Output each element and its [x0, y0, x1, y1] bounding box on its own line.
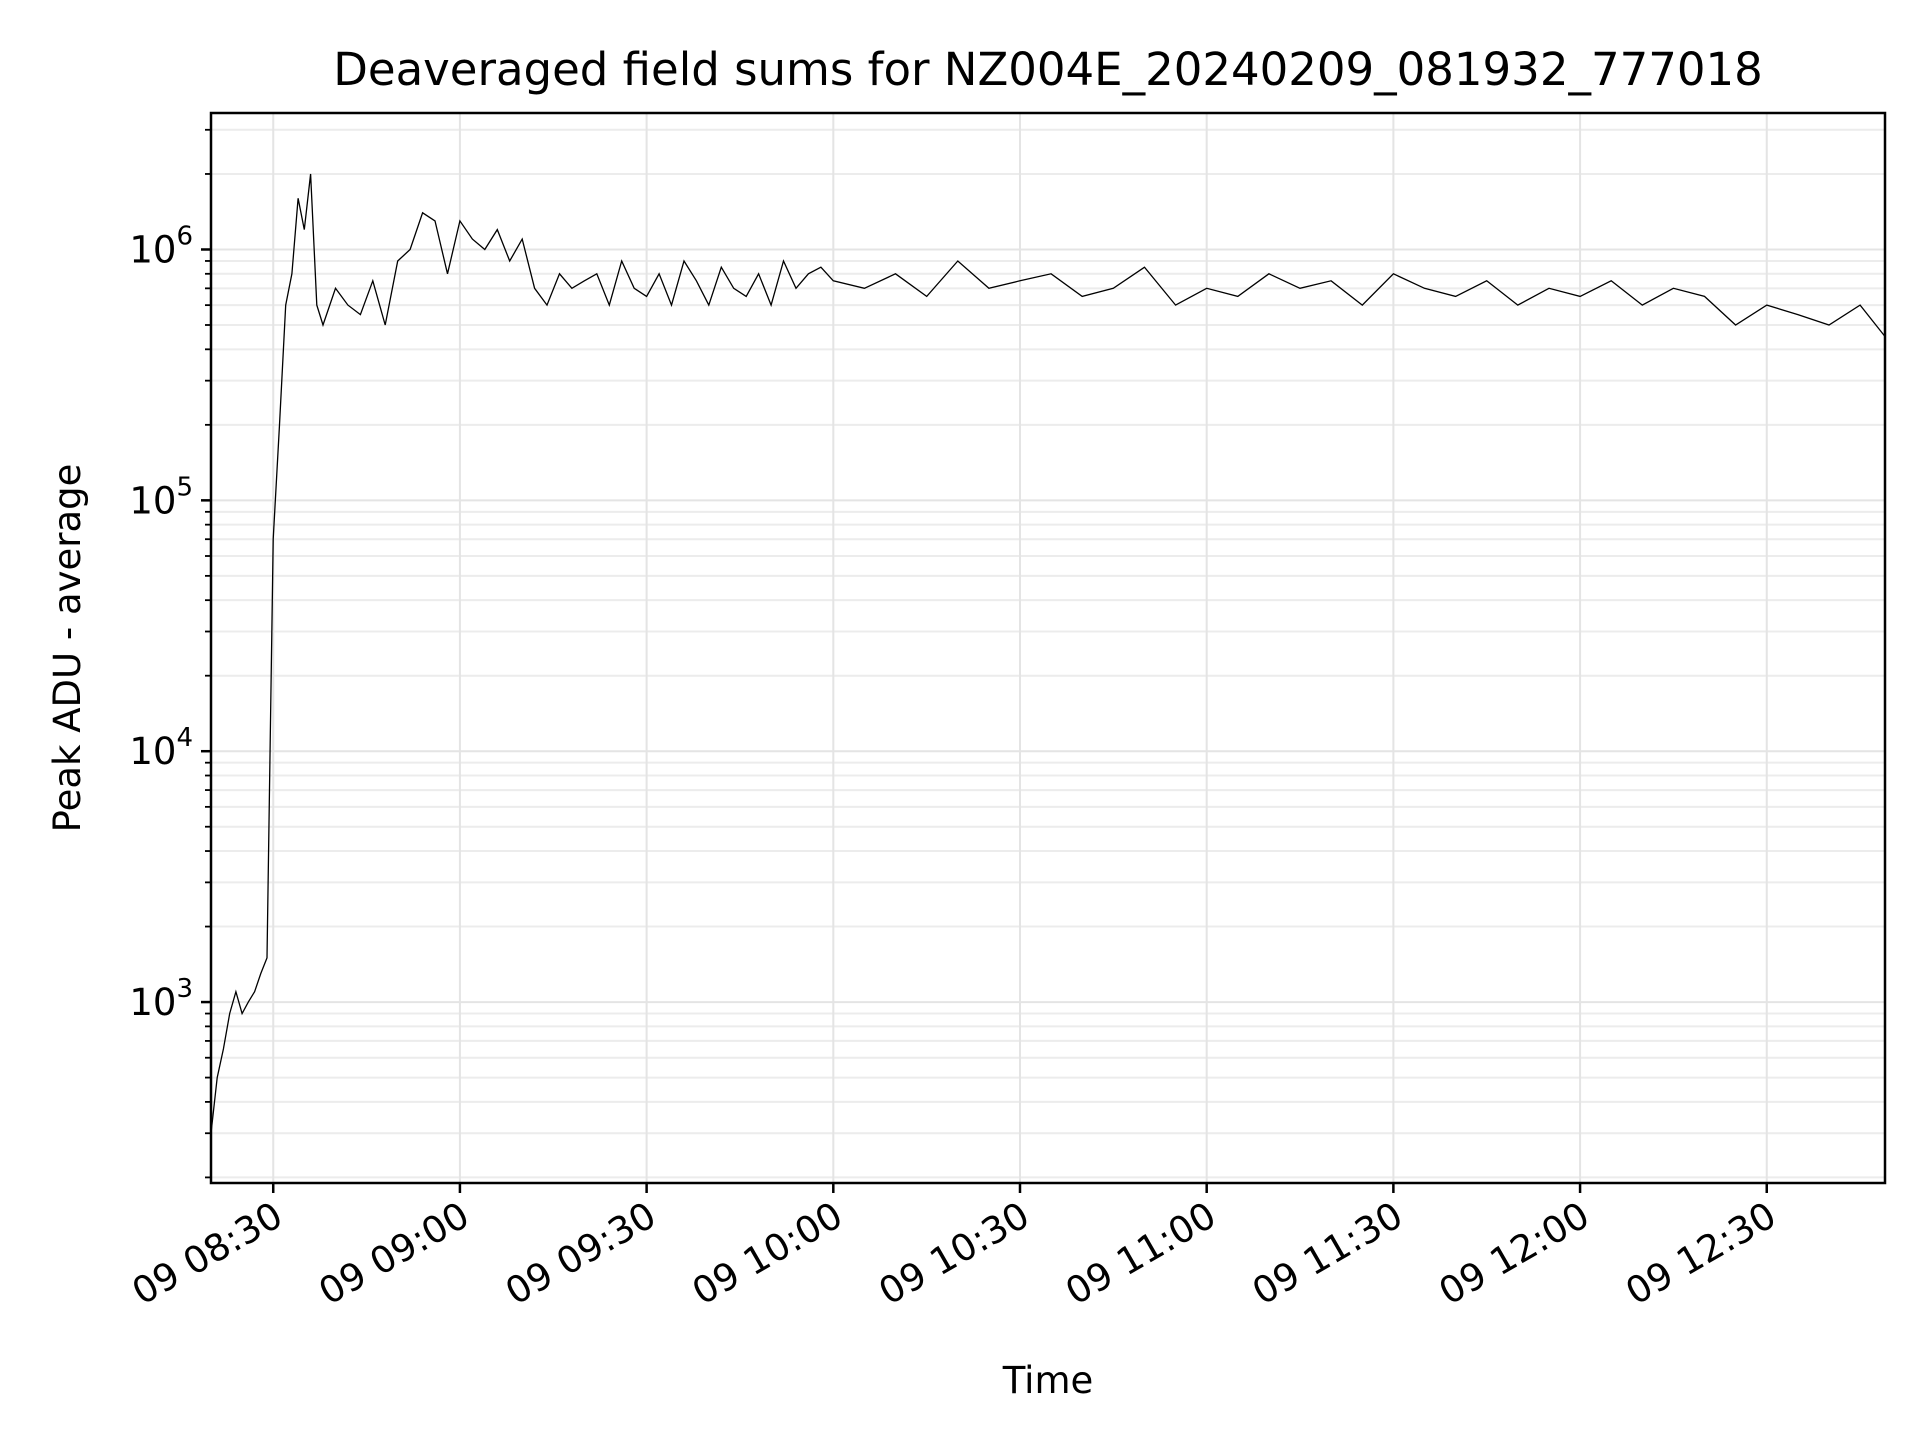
grid	[211, 113, 1885, 1183]
x-axis-label: Time	[1002, 1359, 1094, 1402]
y-tick-label: 103	[129, 974, 193, 1024]
y-axis: 103 104 105 106	[129, 128, 211, 1179]
chart-title: Deaveraged field sums for NZ004E_2024020…	[333, 43, 1762, 96]
y-tick-label: 106	[129, 221, 193, 271]
y-tick-label: 104	[129, 723, 193, 773]
series-layer	[210, 173, 1886, 1134]
plot-frame	[209, 111, 1887, 1185]
y-axis-label: Peak ADU - average	[46, 464, 89, 833]
y-tick-label: 105	[129, 472, 193, 522]
series-line	[210, 173, 1886, 1134]
